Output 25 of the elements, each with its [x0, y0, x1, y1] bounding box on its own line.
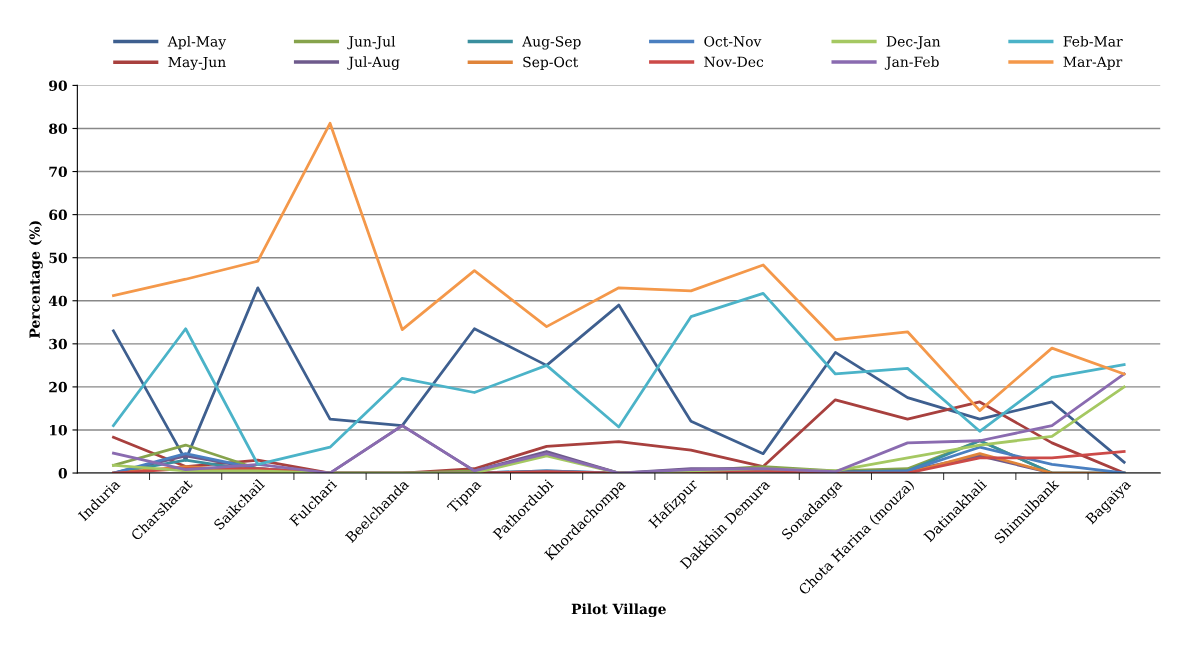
- y-tick-label: 40: [48, 295, 67, 307]
- y-tick-label: 50: [49, 252, 67, 264]
- legend-label: Feb-Mar: [1063, 35, 1123, 47]
- legend-label: Aug-Sep: [522, 36, 581, 50]
- y-tick-label: 0: [58, 468, 67, 479]
- line-series: [112, 121, 1126, 412]
- y-tick-label: 10: [50, 424, 67, 436]
- legend-label: Jan-Feb: [884, 56, 939, 70]
- legend-label: Mar-Apr: [1063, 56, 1123, 70]
- legend-label: Jun-Jul: [347, 35, 396, 50]
- legend-label: Oct-Nov: [704, 36, 762, 47]
- y-axis-title: Percentage (%): [29, 221, 43, 338]
- legend-label: Jul-Aug: [347, 56, 400, 70]
- legend-label: Apl-May: [167, 35, 227, 50]
- legend-label: Sep-Oct: [523, 56, 579, 70]
- y-tick-label: 20: [49, 381, 67, 393]
- legend-label: Dec-Jan: [886, 36, 941, 50]
- y-tick-label: 30: [49, 338, 67, 350]
- legend-label: Nov-Dec: [704, 56, 764, 68]
- y-tick-label: 70: [49, 166, 67, 178]
- y-tick-label: 80: [49, 123, 67, 134]
- legend-label: May-Jun: [168, 56, 226, 71]
- y-tick-label: 90: [49, 80, 67, 91]
- x-axis-title: Pilot Village: [571, 603, 666, 618]
- y-tick-label: 60: [49, 209, 67, 221]
